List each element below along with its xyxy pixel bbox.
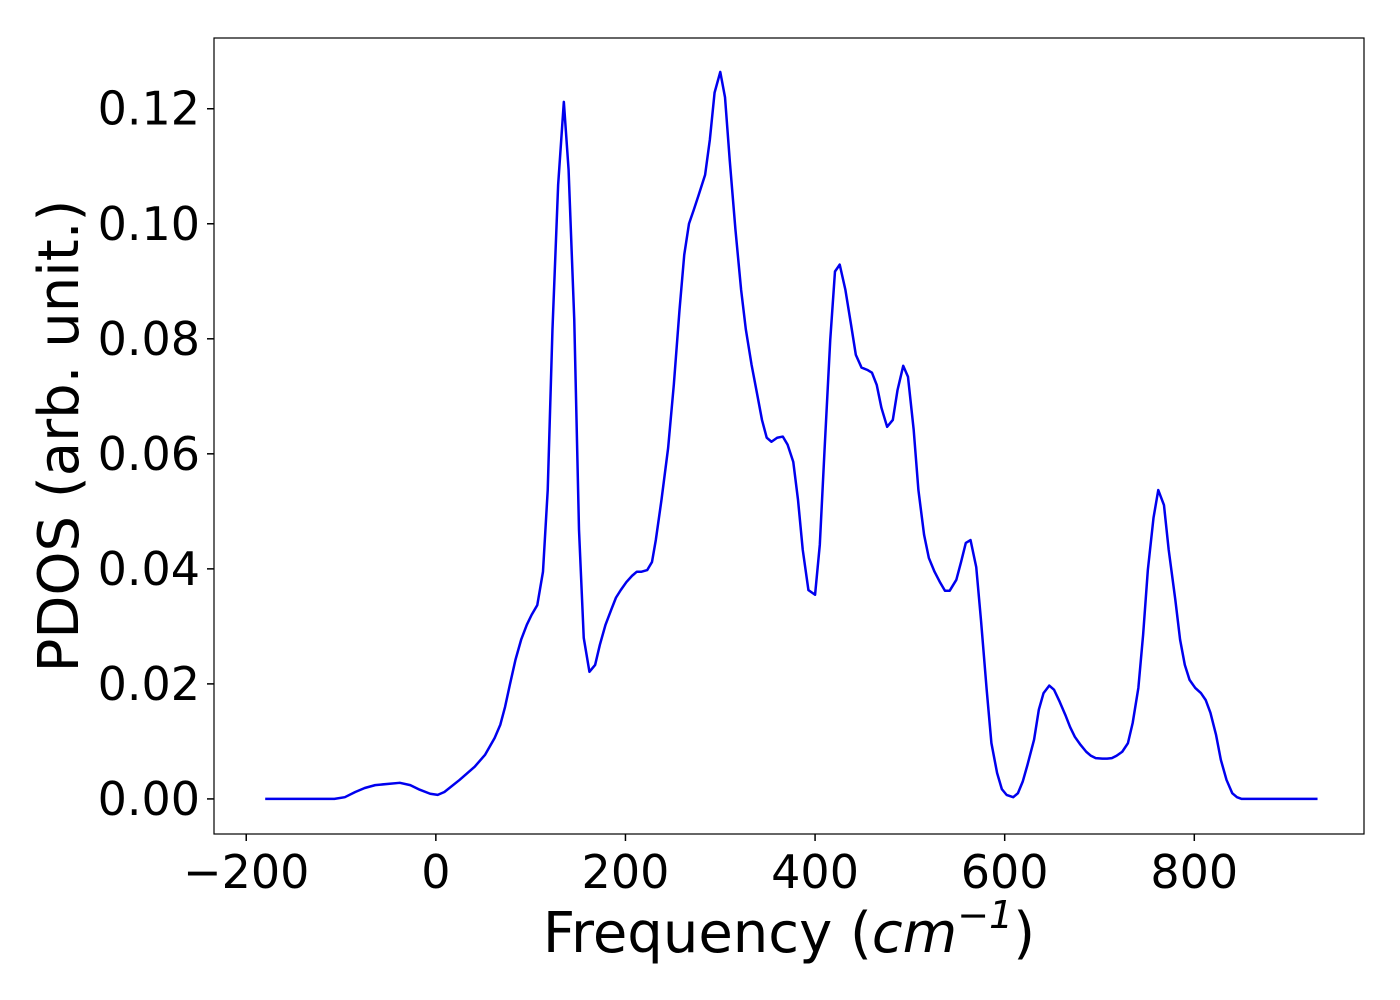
x-tick-label: 600 bbox=[961, 845, 1049, 899]
y-tick-label: 0.02 bbox=[98, 657, 200, 711]
x-axis-label: Frequency (cm−1) bbox=[543, 893, 1035, 966]
y-tick-label: 0.04 bbox=[98, 542, 200, 596]
x-label-text: Frequency ( bbox=[543, 901, 872, 966]
y-tick-label: 0.12 bbox=[98, 82, 200, 136]
x-tick-label: 0 bbox=[421, 845, 450, 899]
x-tick-label: −200 bbox=[183, 845, 309, 899]
y-tick-label: 0.10 bbox=[98, 197, 200, 251]
y-tick-label: 0.08 bbox=[98, 312, 200, 366]
x-tick-label: 200 bbox=[582, 845, 670, 899]
x-label-sup: −1 bbox=[957, 893, 1013, 937]
x-label-end: ) bbox=[1013, 901, 1035, 966]
plot-frame bbox=[213, 37, 1365, 835]
y-tick-label: 0.06 bbox=[98, 427, 200, 481]
pdos-line bbox=[265, 70, 1318, 801]
x-tick-label: 400 bbox=[771, 845, 859, 899]
y-tick-label: 0.00 bbox=[98, 772, 200, 826]
y-axis-label: PDOS (arb. unit.) bbox=[27, 200, 92, 673]
x-tick-label: 800 bbox=[1150, 845, 1238, 899]
x-label-math: cm bbox=[872, 901, 957, 966]
